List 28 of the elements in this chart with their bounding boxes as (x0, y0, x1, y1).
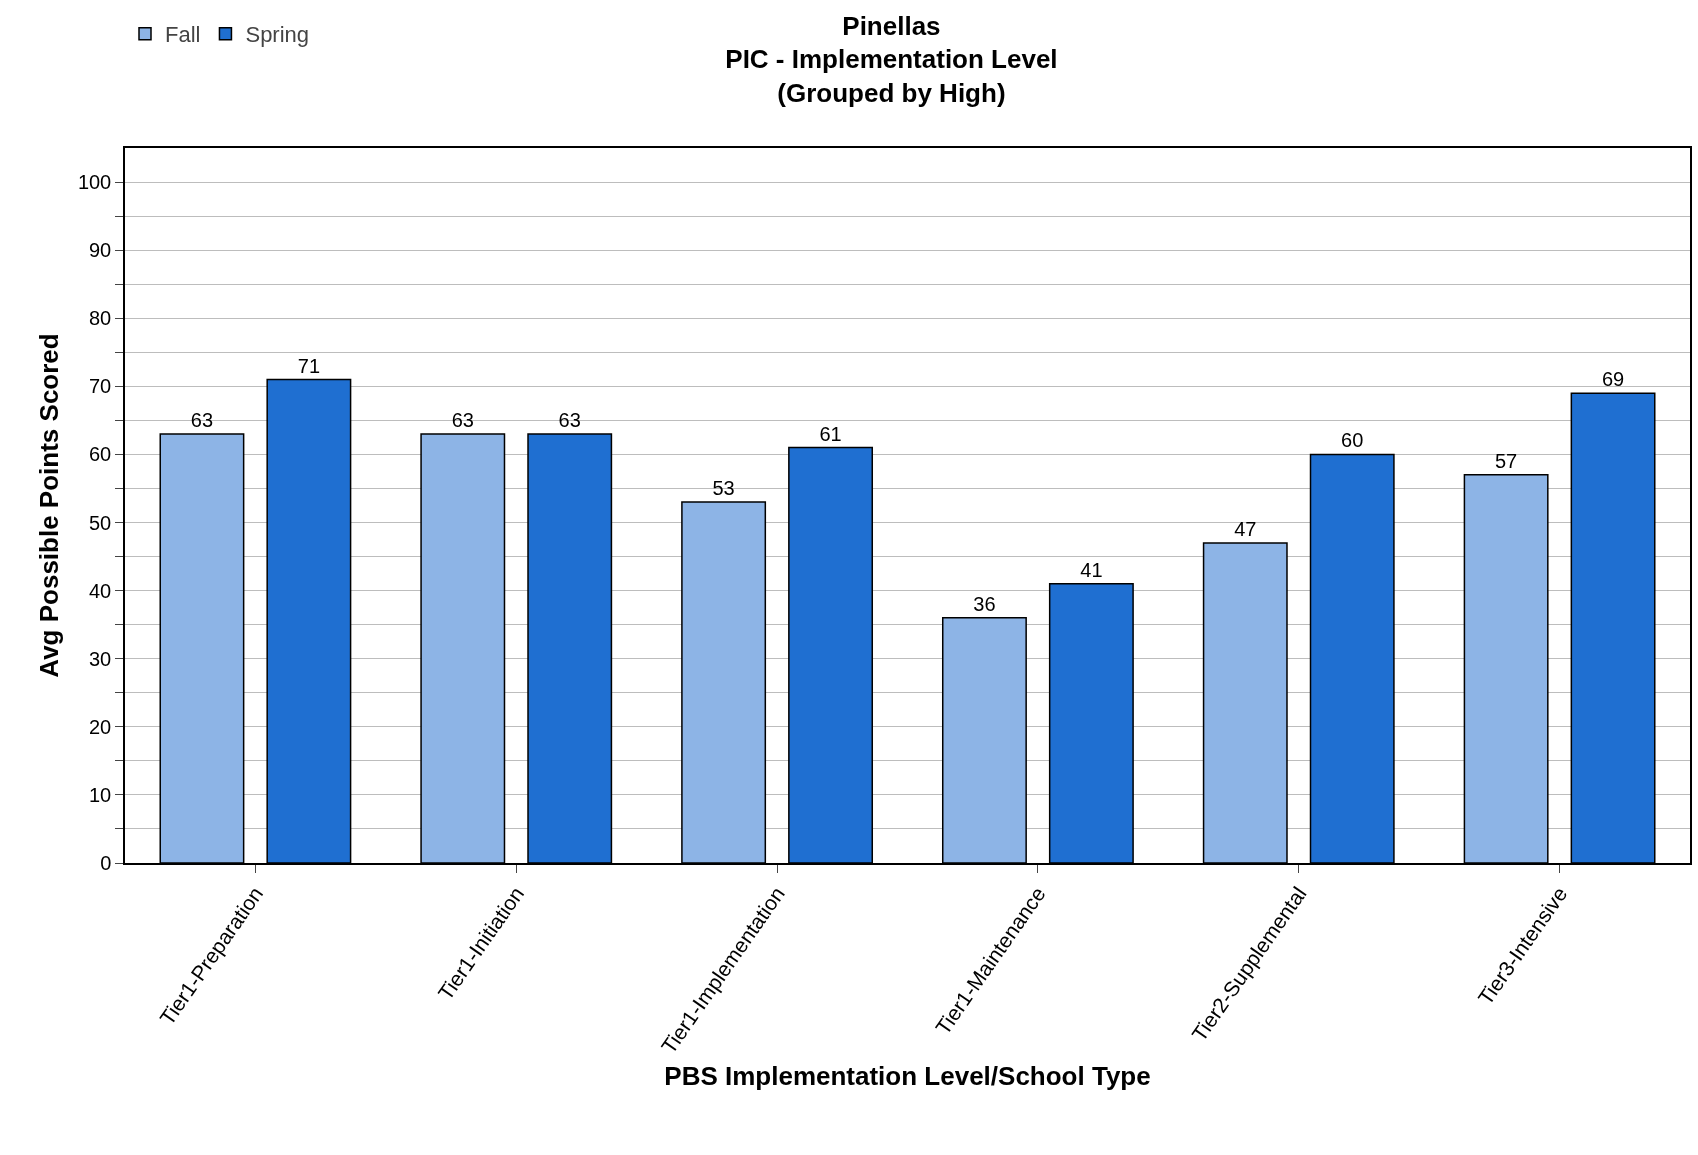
chart-title: Pinellas PIC - Implementation Level (Grouped by High) (725, 10, 1058, 109)
data-label: 36 (973, 592, 996, 615)
data-label: 61 (819, 422, 842, 445)
x-axis-title: PBS Implementation Level/School Type (664, 1060, 1151, 1091)
data-label: 57 (1494, 449, 1518, 472)
y-tick-label: 60 (89, 443, 112, 466)
y-tick-label: 40 (89, 579, 112, 602)
data-label: 41 (1080, 558, 1103, 581)
y-tick-label: 50 (89, 511, 112, 534)
data-label: 63 (451, 409, 474, 431)
y-axis-title: Avg Possible Points Scored (33, 333, 64, 678)
legend-label: Spring (245, 22, 310, 48)
data-label: 63 (558, 409, 581, 431)
y-tick-label: 100 (77, 171, 112, 194)
y-tick-label: 70 (89, 375, 112, 398)
data-label: 69 (1601, 368, 1625, 391)
y-tick-label: 10 (89, 783, 112, 806)
y-tick-label: 80 (89, 307, 112, 330)
data-label: 63 (190, 409, 214, 431)
data-label: 47 (1234, 517, 1257, 540)
y-tick-label: 30 (89, 647, 112, 670)
y-tick-label: 0 (100, 852, 112, 874)
data-label: 71 (297, 354, 321, 377)
y-tick-label: 20 (89, 715, 112, 738)
legend-label: Fall (165, 22, 201, 48)
data-label: 60 (1341, 429, 1364, 452)
data-label: 53 (712, 477, 735, 500)
y-tick-label: 90 (89, 239, 112, 262)
